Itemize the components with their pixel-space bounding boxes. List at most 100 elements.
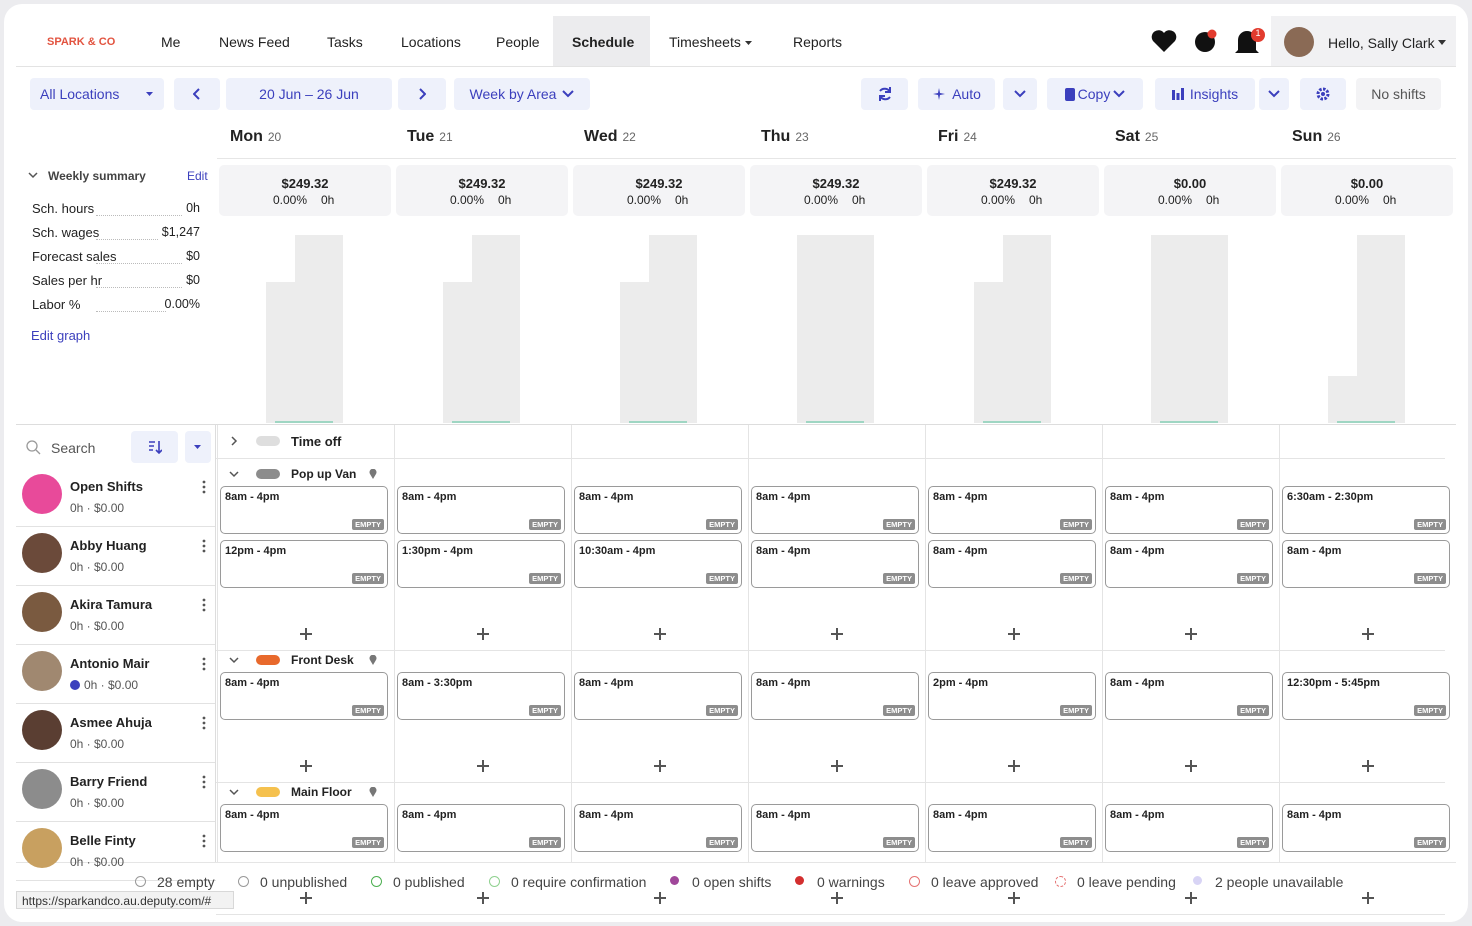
prev-week[interactable]	[174, 78, 220, 110]
add-shift[interactable]	[1361, 892, 1374, 904]
shift-card[interactable]: 8am - 4pm EMPTY	[574, 672, 742, 720]
shift-card[interactable]: 8am - 4pm EMPTY	[928, 804, 1096, 852]
shift-card[interactable]: 8am - 4pm EMPTY	[1105, 804, 1273, 852]
shift-card[interactable]: 12pm - 4pm EMPTY	[220, 540, 388, 588]
add-shift[interactable]	[299, 628, 312, 640]
add-shift[interactable]	[830, 760, 843, 772]
nav-item[interactable]: People	[496, 34, 540, 50]
person-name[interactable]: Akira Tamura	[70, 597, 153, 612]
shift-card[interactable]: 8am - 4pm EMPTY	[220, 486, 388, 534]
edit-graph[interactable]: Edit graph	[31, 328, 91, 343]
shift-card[interactable]: 8am - 4pm EMPTY	[928, 486, 1096, 534]
add-shift[interactable]	[476, 892, 489, 904]
shift-card[interactable]: 8am - 4pm EMPTY	[1282, 540, 1450, 588]
location-select[interactable]: All Locations	[30, 78, 164, 110]
publish[interactable]: No shifts	[1356, 78, 1441, 110]
row-menu[interactable]	[202, 716, 206, 730]
shift-card[interactable]: 8am - 4pm EMPTY	[574, 804, 742, 852]
add-shift[interactable]	[830, 892, 843, 904]
area-name[interactable]: Main Floor	[291, 785, 352, 799]
shift-card[interactable]: 2pm - 4pm EMPTY	[928, 672, 1096, 720]
status-item[interactable]: 0 warnings	[817, 874, 885, 890]
shift-card[interactable]: 8am - 4pm EMPTY	[1282, 804, 1450, 852]
status-item[interactable]: 28 empty	[157, 874, 215, 890]
shift-card[interactable]: 10:30am - 4pm EMPTY	[574, 540, 742, 588]
shift-card[interactable]: 8am - 4pm EMPTY	[1105, 486, 1273, 534]
heart-icon[interactable]	[1151, 30, 1177, 52]
person-name[interactable]: Abby Huang	[70, 538, 147, 553]
shift-card[interactable]: 8am - 4pm EMPTY	[220, 672, 388, 720]
shift-card[interactable]: 8am - 4pm EMPTY	[751, 804, 919, 852]
status-item[interactable]: 2 people unavailable	[1215, 874, 1344, 890]
collapse[interactable]	[28, 172, 38, 180]
person-name[interactable]: Barry Friend	[70, 774, 148, 789]
row-menu[interactable]	[202, 775, 206, 789]
auto-menu[interactable]	[1003, 78, 1037, 110]
add-shift[interactable]	[653, 892, 666, 904]
shift-card[interactable]: 8am - 4pm EMPTY	[1105, 540, 1273, 588]
summary-edit[interactable]: Edit	[187, 169, 208, 183]
nav-item[interactable]: News Feed	[219, 34, 290, 50]
settings[interactable]	[1300, 78, 1346, 110]
person-name[interactable]: Open Shifts	[70, 479, 143, 494]
nav-item[interactable]: Locations	[401, 34, 461, 50]
status-item[interactable]: 0 unpublished	[260, 874, 348, 890]
shift-card[interactable]: 8am - 4pm EMPTY	[574, 486, 742, 534]
area-toggle[interactable]	[229, 436, 239, 446]
nav-item[interactable]: Timesheets	[669, 34, 741, 50]
person-name[interactable]: Belle Finty	[70, 833, 136, 848]
add-shift[interactable]	[476, 628, 489, 640]
row-menu[interactable]	[202, 598, 206, 612]
shift-card[interactable]: 8am - 4pm EMPTY	[1105, 672, 1273, 720]
row-menu[interactable]	[202, 657, 206, 671]
status-item[interactable]: 0 published	[393, 874, 465, 890]
shift-card[interactable]: 8am - 4pm EMPTY	[397, 804, 565, 852]
nav-item[interactable]: Reports	[793, 34, 843, 50]
area-name[interactable]: Time off	[291, 434, 342, 449]
add-shift[interactable]	[1361, 628, 1374, 640]
add-shift[interactable]	[1184, 760, 1197, 772]
nav-item[interactable]: Tasks	[327, 34, 363, 50]
area-toggle[interactable]	[229, 469, 239, 479]
shift-card[interactable]: 8am - 4pm EMPTY	[928, 540, 1096, 588]
status-item[interactable]: 0 open shifts	[692, 874, 772, 890]
shift-card[interactable]: 12:30pm - 5:45pm EMPTY	[1282, 672, 1450, 720]
sort-menu[interactable]	[185, 431, 211, 463]
add-shift[interactable]	[653, 760, 666, 772]
insights[interactable]: Insights	[1155, 78, 1255, 110]
search-input[interactable]: Search	[51, 440, 96, 456]
auto[interactable]: Auto	[918, 78, 995, 110]
status-item[interactable]: 0 require confirmation	[511, 874, 647, 890]
status-item[interactable]: 0 leave approved	[931, 874, 1039, 890]
shift-card[interactable]: 6:30am - 2:30pm EMPTY	[1282, 486, 1450, 534]
next-week[interactable]	[398, 78, 446, 110]
shift-card[interactable]: 8am - 4pm EMPTY	[751, 540, 919, 588]
add-shift[interactable]	[1007, 628, 1020, 640]
insights-menu[interactable]	[1259, 78, 1289, 110]
shift-card[interactable]: 1:30pm - 4pm EMPTY	[397, 540, 565, 588]
nav-item[interactable]: Me	[161, 34, 181, 50]
shift-card[interactable]: 8am - 4pm EMPTY	[397, 486, 565, 534]
add-shift[interactable]	[476, 760, 489, 772]
add-shift[interactable]	[1184, 892, 1197, 904]
nav-item[interactable]: Schedule	[572, 34, 635, 50]
refresh[interactable]	[861, 78, 908, 110]
shift-card[interactable]: 8am - 3:30pm EMPTY	[397, 672, 565, 720]
add-shift[interactable]	[1007, 892, 1020, 904]
add-shift[interactable]	[1007, 760, 1020, 772]
add-shift[interactable]	[830, 628, 843, 640]
person-name[interactable]: Antonio Mair	[70, 656, 150, 671]
status-item[interactable]: 0 leave pending	[1077, 874, 1176, 890]
area-toggle[interactable]	[229, 655, 239, 665]
area-name[interactable]: Front Desk	[291, 653, 354, 667]
add-shift[interactable]	[1361, 760, 1374, 772]
row-menu[interactable]	[202, 539, 206, 553]
add-shift[interactable]	[653, 628, 666, 640]
area-name[interactable]: Pop up Van	[291, 467, 357, 481]
add-shift[interactable]	[299, 760, 312, 772]
shift-card[interactable]: 8am - 4pm EMPTY	[751, 486, 919, 534]
brand[interactable]: SPARK & CO	[47, 36, 116, 48]
sort[interactable]	[131, 431, 178, 463]
date-range[interactable]: 20 Jun – 26 Jun	[226, 78, 392, 110]
area-toggle[interactable]	[229, 787, 239, 797]
